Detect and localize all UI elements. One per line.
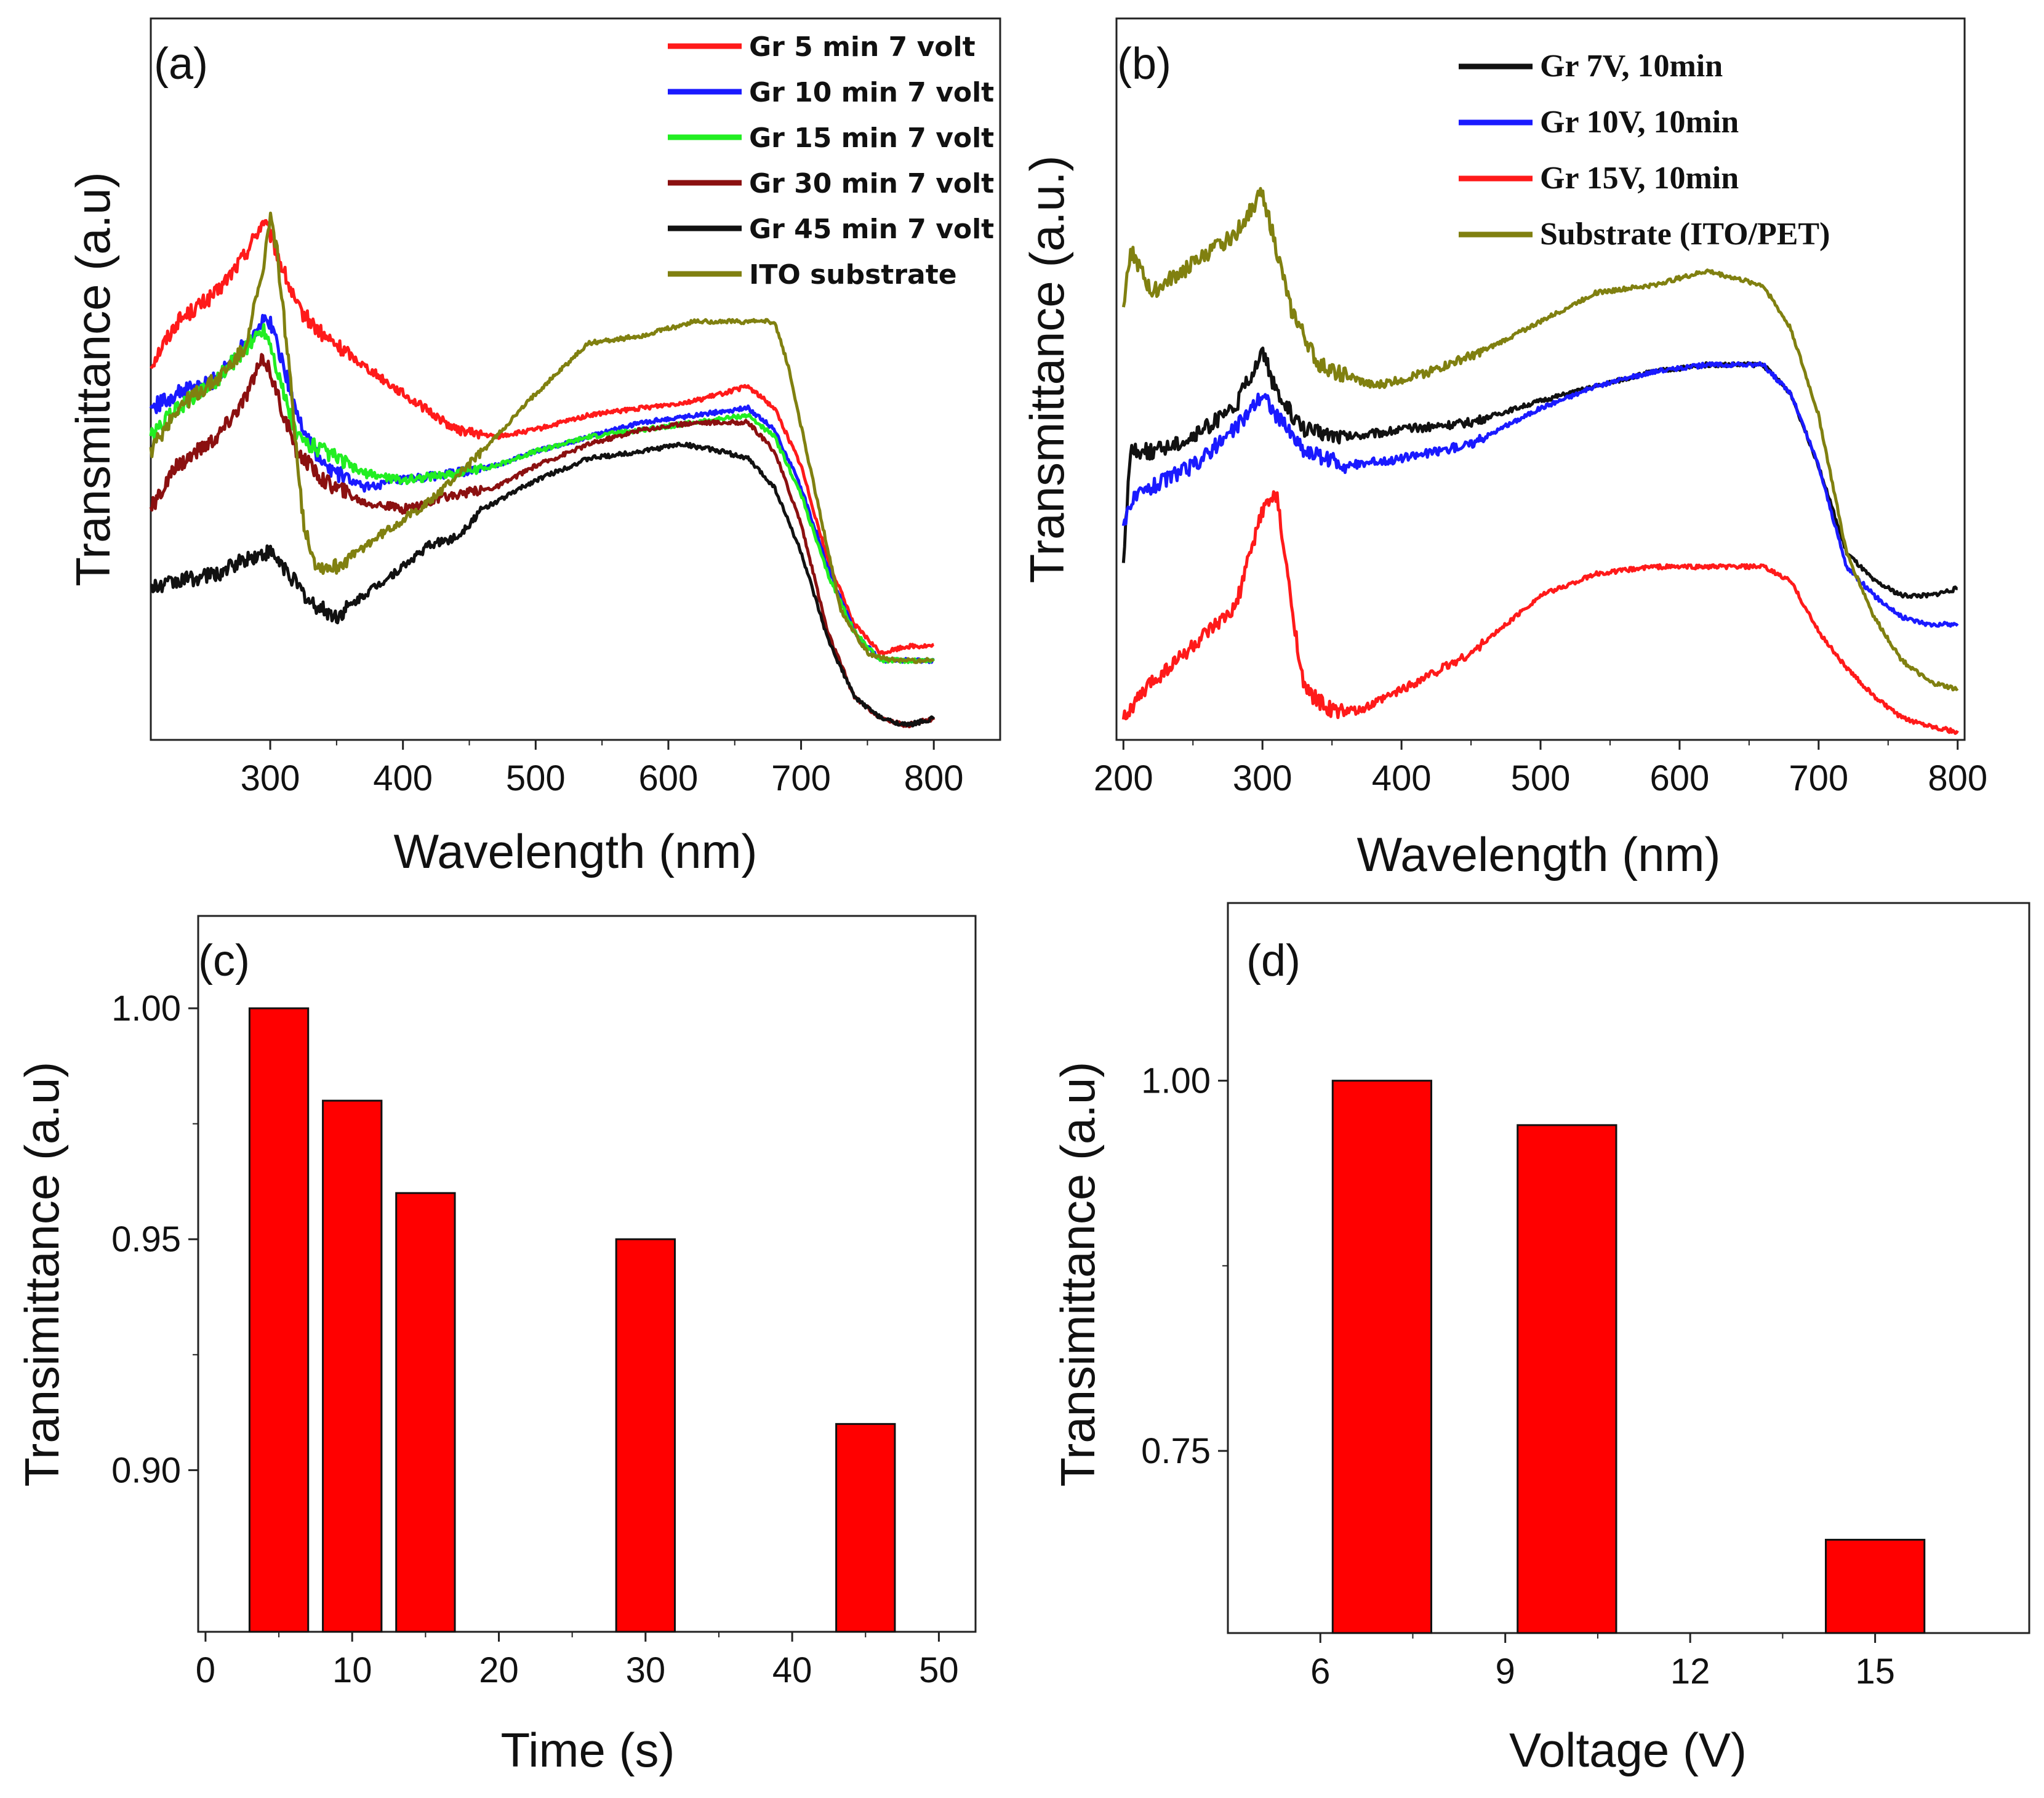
plot-frame [1227, 902, 2030, 1634]
series-line-1 [150, 219, 934, 656]
x-tick-label: 0 [196, 1650, 215, 1690]
x-ticks: 300 400 500 600 700 800 [241, 740, 964, 798]
legend-entry: Gr 10V, 10min [1540, 105, 1739, 140]
series-line-3 [1121, 490, 1959, 735]
x-tick-label: 800 [904, 758, 964, 798]
plot-frame [197, 915, 977, 1633]
x-tick-label: 500 [506, 758, 566, 798]
series-line-4 [1121, 187, 1959, 692]
series-line-1 [1121, 347, 1958, 600]
series-line-5 [150, 441, 936, 728]
x-tick-label: 12 [1670, 1652, 1710, 1692]
panel-c: 0 10 20 30 40 50 1.00 0.95 0.90 (c) Time (s) Tra… [15, 915, 977, 1777]
series-line-6 [149, 211, 934, 664]
x-tick-label: 400 [1372, 758, 1432, 798]
bar-layer [1331, 1080, 1926, 1634]
x-tick-label: 200 [1094, 758, 1153, 798]
legend-entry: Substrate (ITO/PET) [1540, 217, 1830, 252]
bar-10 [322, 1099, 383, 1633]
x-ticks: 200 300 400 500 600 700 800 [1094, 740, 1987, 798]
y-axis-label: Transimittance (a.u) [15, 1062, 69, 1487]
bar-layer [248, 1007, 896, 1633]
y-tick-label: 0.95 [111, 1219, 181, 1259]
legend-entry: Gr 7V, 10min [1540, 49, 1723, 84]
legend-entry: Gr 5 min 7 volt [749, 31, 976, 63]
bar-15 [1824, 1538, 1926, 1634]
legend-entry: Gr 45 min 7 volt [749, 214, 994, 245]
legend-entry: ITO substrate [749, 259, 957, 291]
y-tick-label: 1.00 [111, 989, 181, 1029]
bar-5 [248, 1007, 310, 1633]
x-axis-label: Wavelength (nm) [394, 824, 758, 878]
x-tick-label: 30 [626, 1650, 666, 1690]
x-tick-label: 600 [1650, 758, 1710, 798]
x-tick-label: 300 [1233, 758, 1293, 798]
legend-entry: Gr 10 min 7 volt [749, 77, 994, 108]
legend-entry: Gr 15 min 7 volt [749, 122, 994, 154]
x-axis-label: Time (s) [500, 1723, 675, 1777]
legend-entry: Gr 30 min 7 volt [749, 168, 994, 199]
y-axis-label: Transmittance (a.u.) [1020, 156, 1074, 584]
plot-frame [150, 17, 1001, 741]
panel-a: 300 400 500 600 700 800 (a) Wavelength (nm) T… [66, 17, 1001, 878]
x-tick-label: 9 [1496, 1652, 1515, 1692]
x-axis-label: Wavelength (nm) [1357, 827, 1721, 881]
x-tick-label: 6 [1310, 1652, 1330, 1692]
bar-45 [835, 1423, 896, 1633]
panel-b: 200 300 400 500 600 700 800 (b) Wavelength (nm… [1020, 17, 1987, 881]
y-axis-label: Transimittance (a.u) [1051, 1062, 1105, 1487]
x-tick-label: 500 [1511, 758, 1571, 798]
x-tick-label: 300 [241, 758, 300, 798]
x-axis-label: Voltage (V) [1509, 1723, 1747, 1777]
series-layer [1121, 187, 1959, 735]
series-line-3 [149, 323, 936, 664]
x-tick-label: 700 [1789, 758, 1848, 798]
x-tick-label: 40 [772, 1650, 812, 1690]
ticks: 6 9 12 15 1.00 0.75 [1141, 1061, 1895, 1692]
bar-30 [615, 1238, 676, 1633]
x-tick-label: 10 [332, 1650, 372, 1690]
legend-entry: Gr 15V, 10min [1540, 161, 1739, 196]
bar-7 [1331, 1080, 1433, 1634]
y-axis-label: Transmittance (a.u) [66, 172, 120, 586]
series-line-2 [149, 313, 935, 664]
x-tick-label: 800 [1928, 758, 1987, 798]
x-tick-label: 20 [479, 1650, 519, 1690]
x-tick-label: 15 [1855, 1652, 1895, 1692]
x-tick-label: 600 [639, 758, 699, 798]
x-tick-label: 700 [771, 758, 831, 798]
x-tick-label: 50 [919, 1650, 959, 1690]
panel-label: (c) [198, 936, 250, 985]
panel-label: (b) [1117, 39, 1171, 89]
y-tick-label: 0.75 [1141, 1431, 1211, 1471]
series-layer [149, 211, 936, 729]
bar-10 [1517, 1124, 1617, 1634]
series-line-4 [149, 353, 936, 729]
y-tick-label: 1.00 [1141, 1061, 1211, 1101]
panel-label: (d) [1246, 936, 1301, 985]
series-line-2 [1121, 361, 1959, 628]
legend: Gr 7V, 10min Gr 10V, 10min Gr 15V, 10min Su… [1459, 49, 1830, 252]
panel-label: (a) [154, 39, 208, 89]
ticks: 0 10 20 30 40 50 1.00 0.95 0.90 [111, 989, 959, 1690]
legend: Gr 5 min 7 volt Gr 10 min 7 volt Gr 15 min… [668, 31, 994, 291]
panel-d: 6 9 12 15 1.00 0.75 (d) Voltage (V) Transimit… [1051, 902, 2030, 1777]
y-tick-label: 0.90 [111, 1450, 181, 1490]
bar-15 [395, 1192, 456, 1633]
x-tick-label: 400 [373, 758, 433, 798]
